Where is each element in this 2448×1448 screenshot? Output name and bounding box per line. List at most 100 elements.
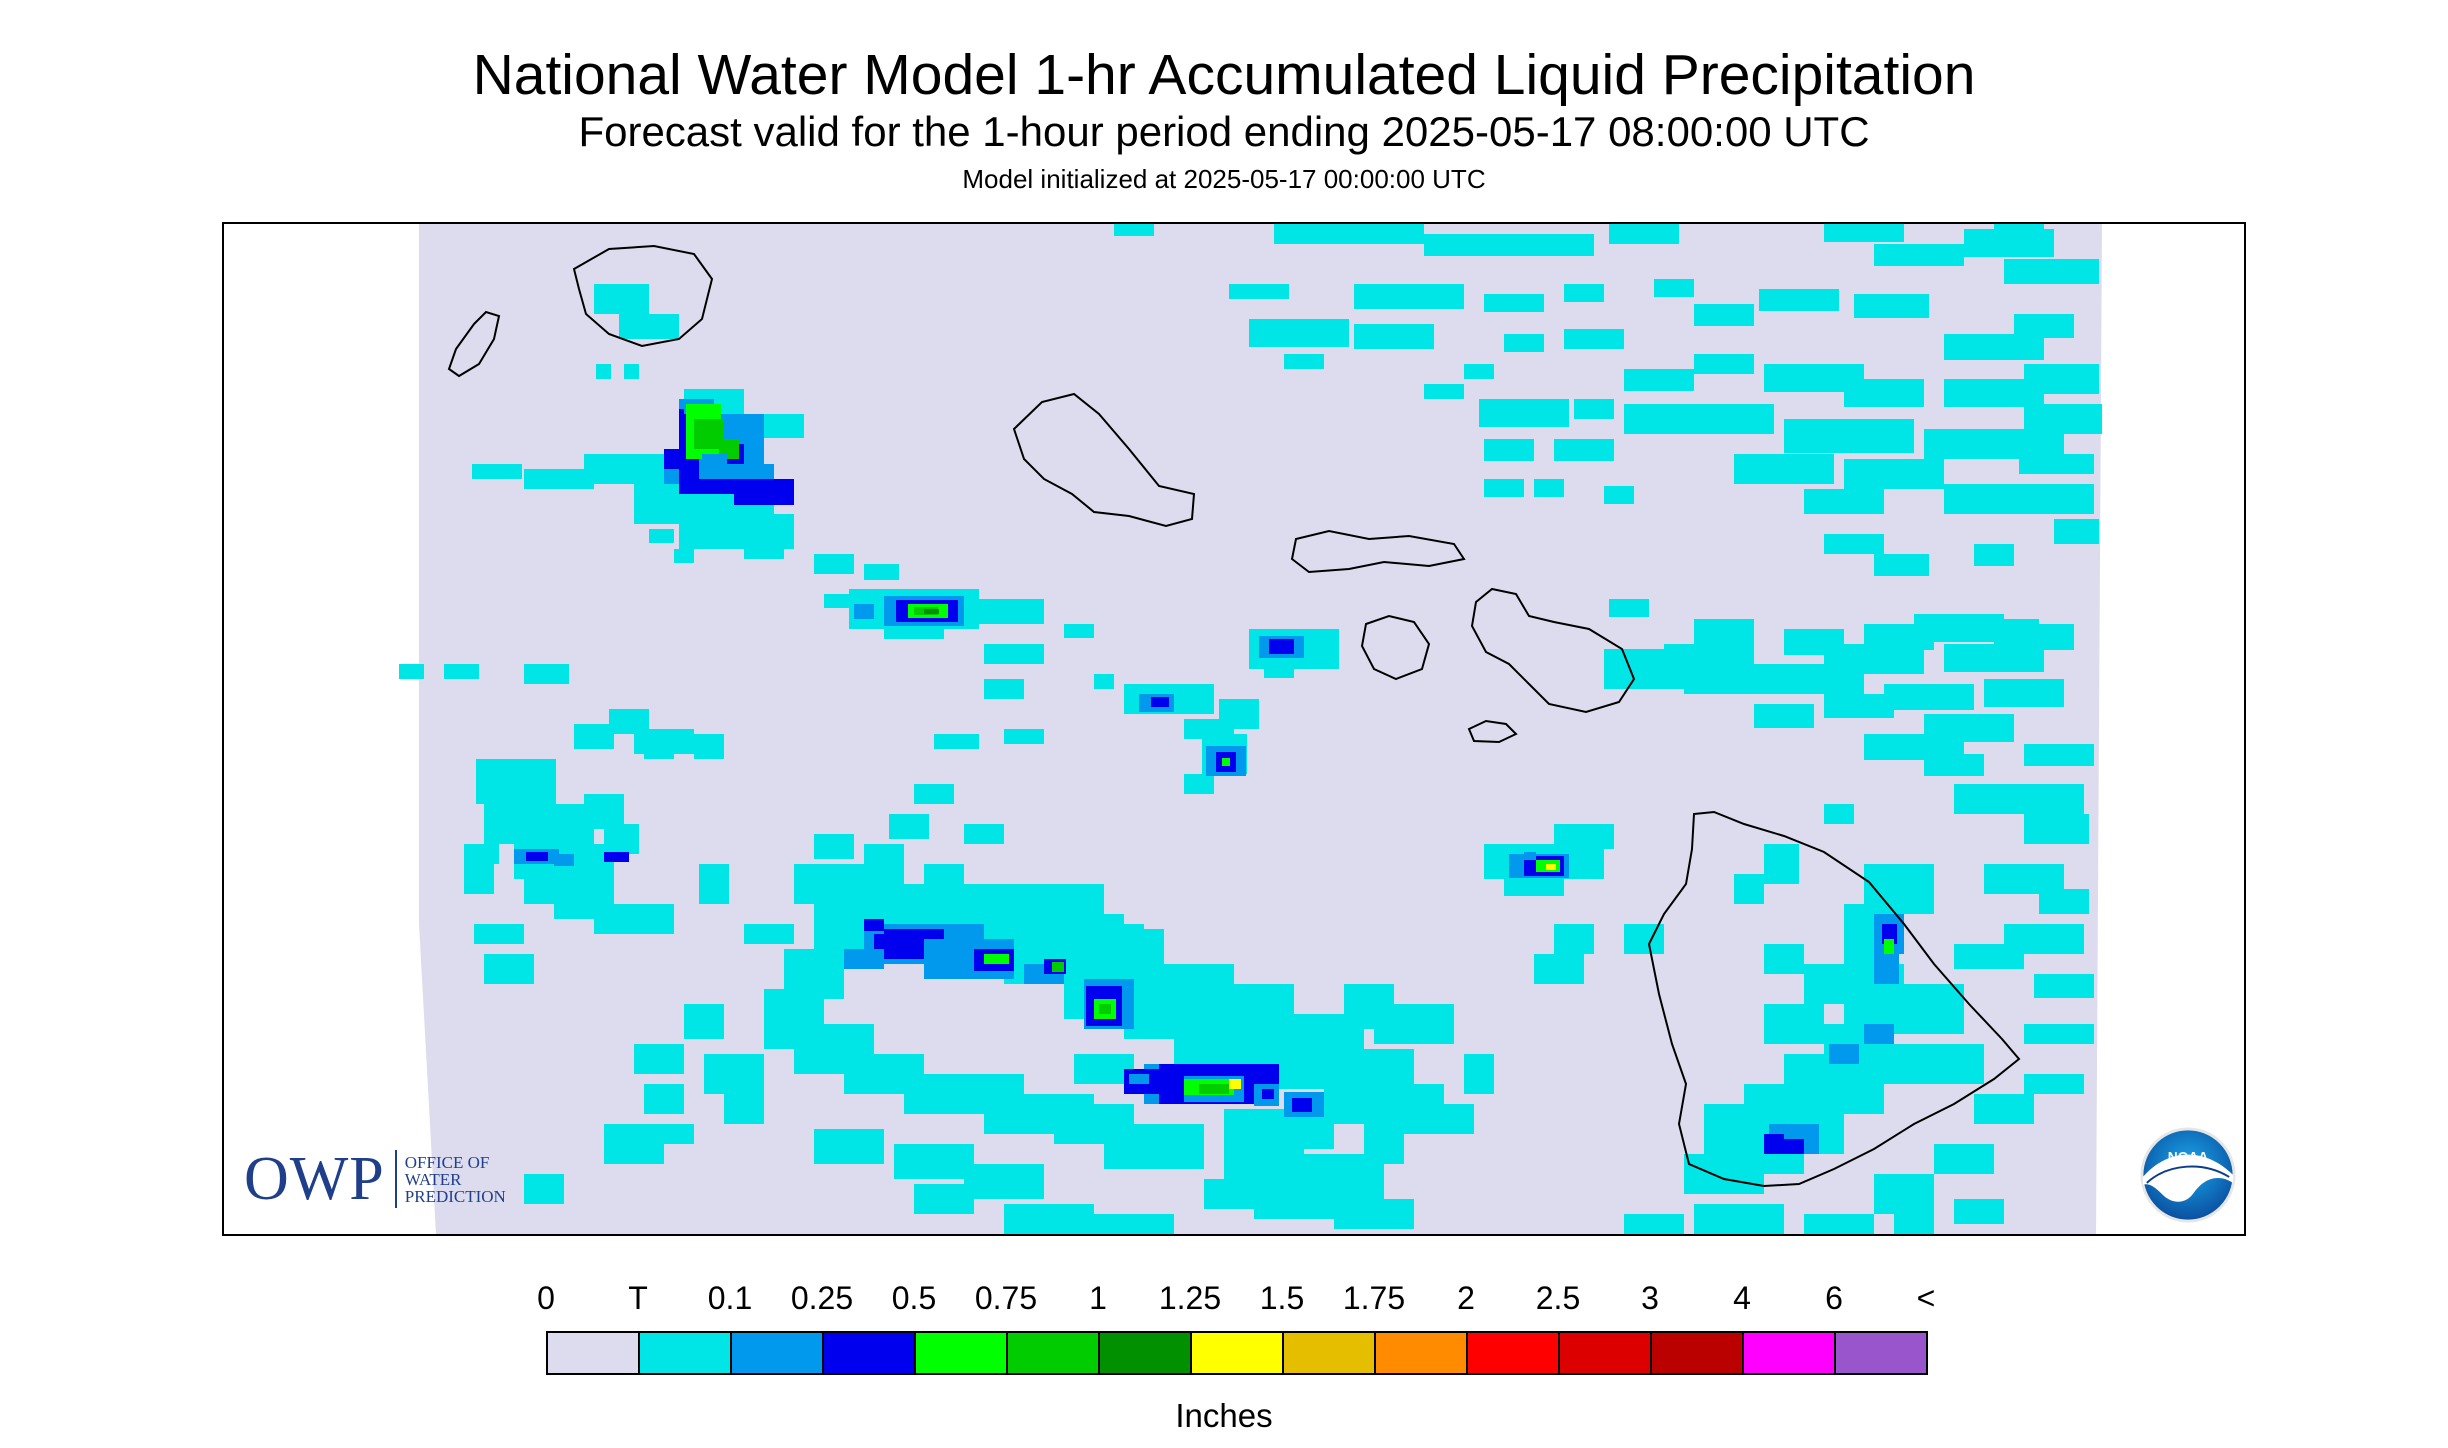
legend-tick-label: 2.5 <box>1535 1280 1581 1316</box>
precip-cell <box>984 679 1024 699</box>
precip-cell <box>1944 484 2094 514</box>
precip-cell <box>1394 1084 1444 1124</box>
legend-color-box <box>824 1333 916 1373</box>
precip-cell <box>699 864 729 904</box>
precip-cell <box>1219 699 1259 729</box>
precip-cell <box>1064 624 1094 638</box>
precip-cell <box>1004 729 1044 744</box>
precip-cell <box>1424 384 1464 399</box>
precip-cell <box>1624 1214 1684 1234</box>
precip-cell <box>1504 334 1544 352</box>
precip-cell <box>1574 399 1614 419</box>
precip-cell <box>1874 1174 1934 1214</box>
precip-cell <box>1484 479 1524 497</box>
precipitation-map: OWP OFFICE OF WATER PREDICTION NOAA <box>222 222 2246 1236</box>
precip-cell <box>1804 1214 1874 1234</box>
precip-cell <box>472 464 522 479</box>
precip-cell <box>524 664 569 684</box>
precip-cell <box>1994 624 2074 650</box>
precip-cell <box>594 284 649 314</box>
precip-cell <box>524 469 594 489</box>
precip-cell <box>679 479 734 494</box>
precip-cell <box>1324 1084 1394 1124</box>
precip-cell <box>1199 1084 1229 1094</box>
precip-cell <box>2054 519 2099 544</box>
precip-cell <box>1284 354 1324 369</box>
precip-cell <box>1099 1004 1111 1014</box>
precip-cell <box>844 949 884 969</box>
precip-cell <box>594 904 674 934</box>
precip-cell <box>1624 369 1694 391</box>
precip-cell <box>1694 354 1754 374</box>
island-coastlines <box>447 244 2021 1188</box>
precip-cell <box>524 759 544 779</box>
precip-cell <box>2024 1074 2084 1094</box>
precip-cell <box>1684 674 1744 694</box>
owp-full-name: OFFICE OF WATER PREDICTION <box>405 1154 506 1205</box>
precip-cell <box>814 834 854 859</box>
precip-cell <box>1924 754 1984 776</box>
precip-cell <box>634 1044 684 1074</box>
precip-cell <box>814 1129 884 1164</box>
precip-cell <box>2024 404 2102 434</box>
precip-cell <box>649 529 674 543</box>
precip-cell <box>2024 744 2094 766</box>
legend-tick-label: T <box>628 1280 648 1316</box>
legend-tick-label: 0 <box>537 1280 555 1316</box>
niihau-coastline <box>447 310 501 378</box>
precip-cell <box>1754 704 1814 728</box>
precip-cell <box>1264 664 1294 678</box>
legend-tick-label: 3 <box>1641 1280 1659 1316</box>
precip-cell <box>1204 1179 1264 1209</box>
kahoolawe-coastline <box>1467 719 1518 744</box>
kauai-coastline <box>572 244 714 348</box>
precip-cell <box>1944 334 2044 360</box>
precip-cell <box>1184 774 1214 794</box>
legend-color-box <box>1652 1333 1744 1373</box>
precip-cell <box>1004 1204 1094 1234</box>
precip-cell <box>814 554 854 574</box>
precip-cell <box>1804 964 1864 1004</box>
precip-cell <box>1824 534 1884 554</box>
maui-coastline <box>1470 587 1636 714</box>
precip-cell <box>1464 364 1494 379</box>
precip-cell <box>584 794 624 829</box>
precip-cell <box>1564 284 1604 302</box>
precip-cell <box>854 604 874 619</box>
precipitation-layer <box>399 224 2102 1234</box>
precip-cell <box>864 919 884 931</box>
precip-cell <box>1764 1004 1824 1044</box>
precip-cell <box>619 314 679 339</box>
precip-cell <box>1784 1129 1804 1139</box>
precip-cell <box>1609 224 1679 244</box>
legend-tick-label: 0.75 <box>974 1280 1038 1316</box>
legend-color-box <box>1192 1333 1284 1373</box>
precip-cell <box>1804 489 1884 514</box>
owp-abbrev: OWP <box>244 1145 385 1213</box>
precip-cell <box>984 954 1009 964</box>
precip-cell <box>664 1124 694 1144</box>
precip-cell <box>1654 279 1694 297</box>
molokai-coastline <box>1290 529 1466 574</box>
precip-cell <box>1904 984 1964 1034</box>
precip-cell <box>1974 1094 2034 1124</box>
legend-color-box <box>1284 1333 1376 1373</box>
precip-cell <box>526 852 548 861</box>
precip-cell <box>984 644 1044 664</box>
precip-cell <box>1914 614 2004 642</box>
precip-cell <box>1534 954 1584 984</box>
precip-cell <box>1764 844 1799 884</box>
precip-cell <box>674 549 694 563</box>
precip-cell <box>914 1184 974 1214</box>
precip-cell <box>2024 814 2089 844</box>
legend-colorbar <box>546 1331 1928 1375</box>
big-island-coastline <box>1647 810 2021 1188</box>
legend-tick-label: 2 <box>1457 1280 1475 1316</box>
precip-cell <box>1274 1049 1414 1089</box>
precip-cell <box>964 824 1004 844</box>
precip-cell <box>1094 1214 1174 1234</box>
legend-color-box <box>1376 1333 1468 1373</box>
precip-cell <box>1354 284 1464 309</box>
owp-logo-divider <box>394 1150 397 1208</box>
owp-name-line: OFFICE OF <box>404 1152 490 1172</box>
